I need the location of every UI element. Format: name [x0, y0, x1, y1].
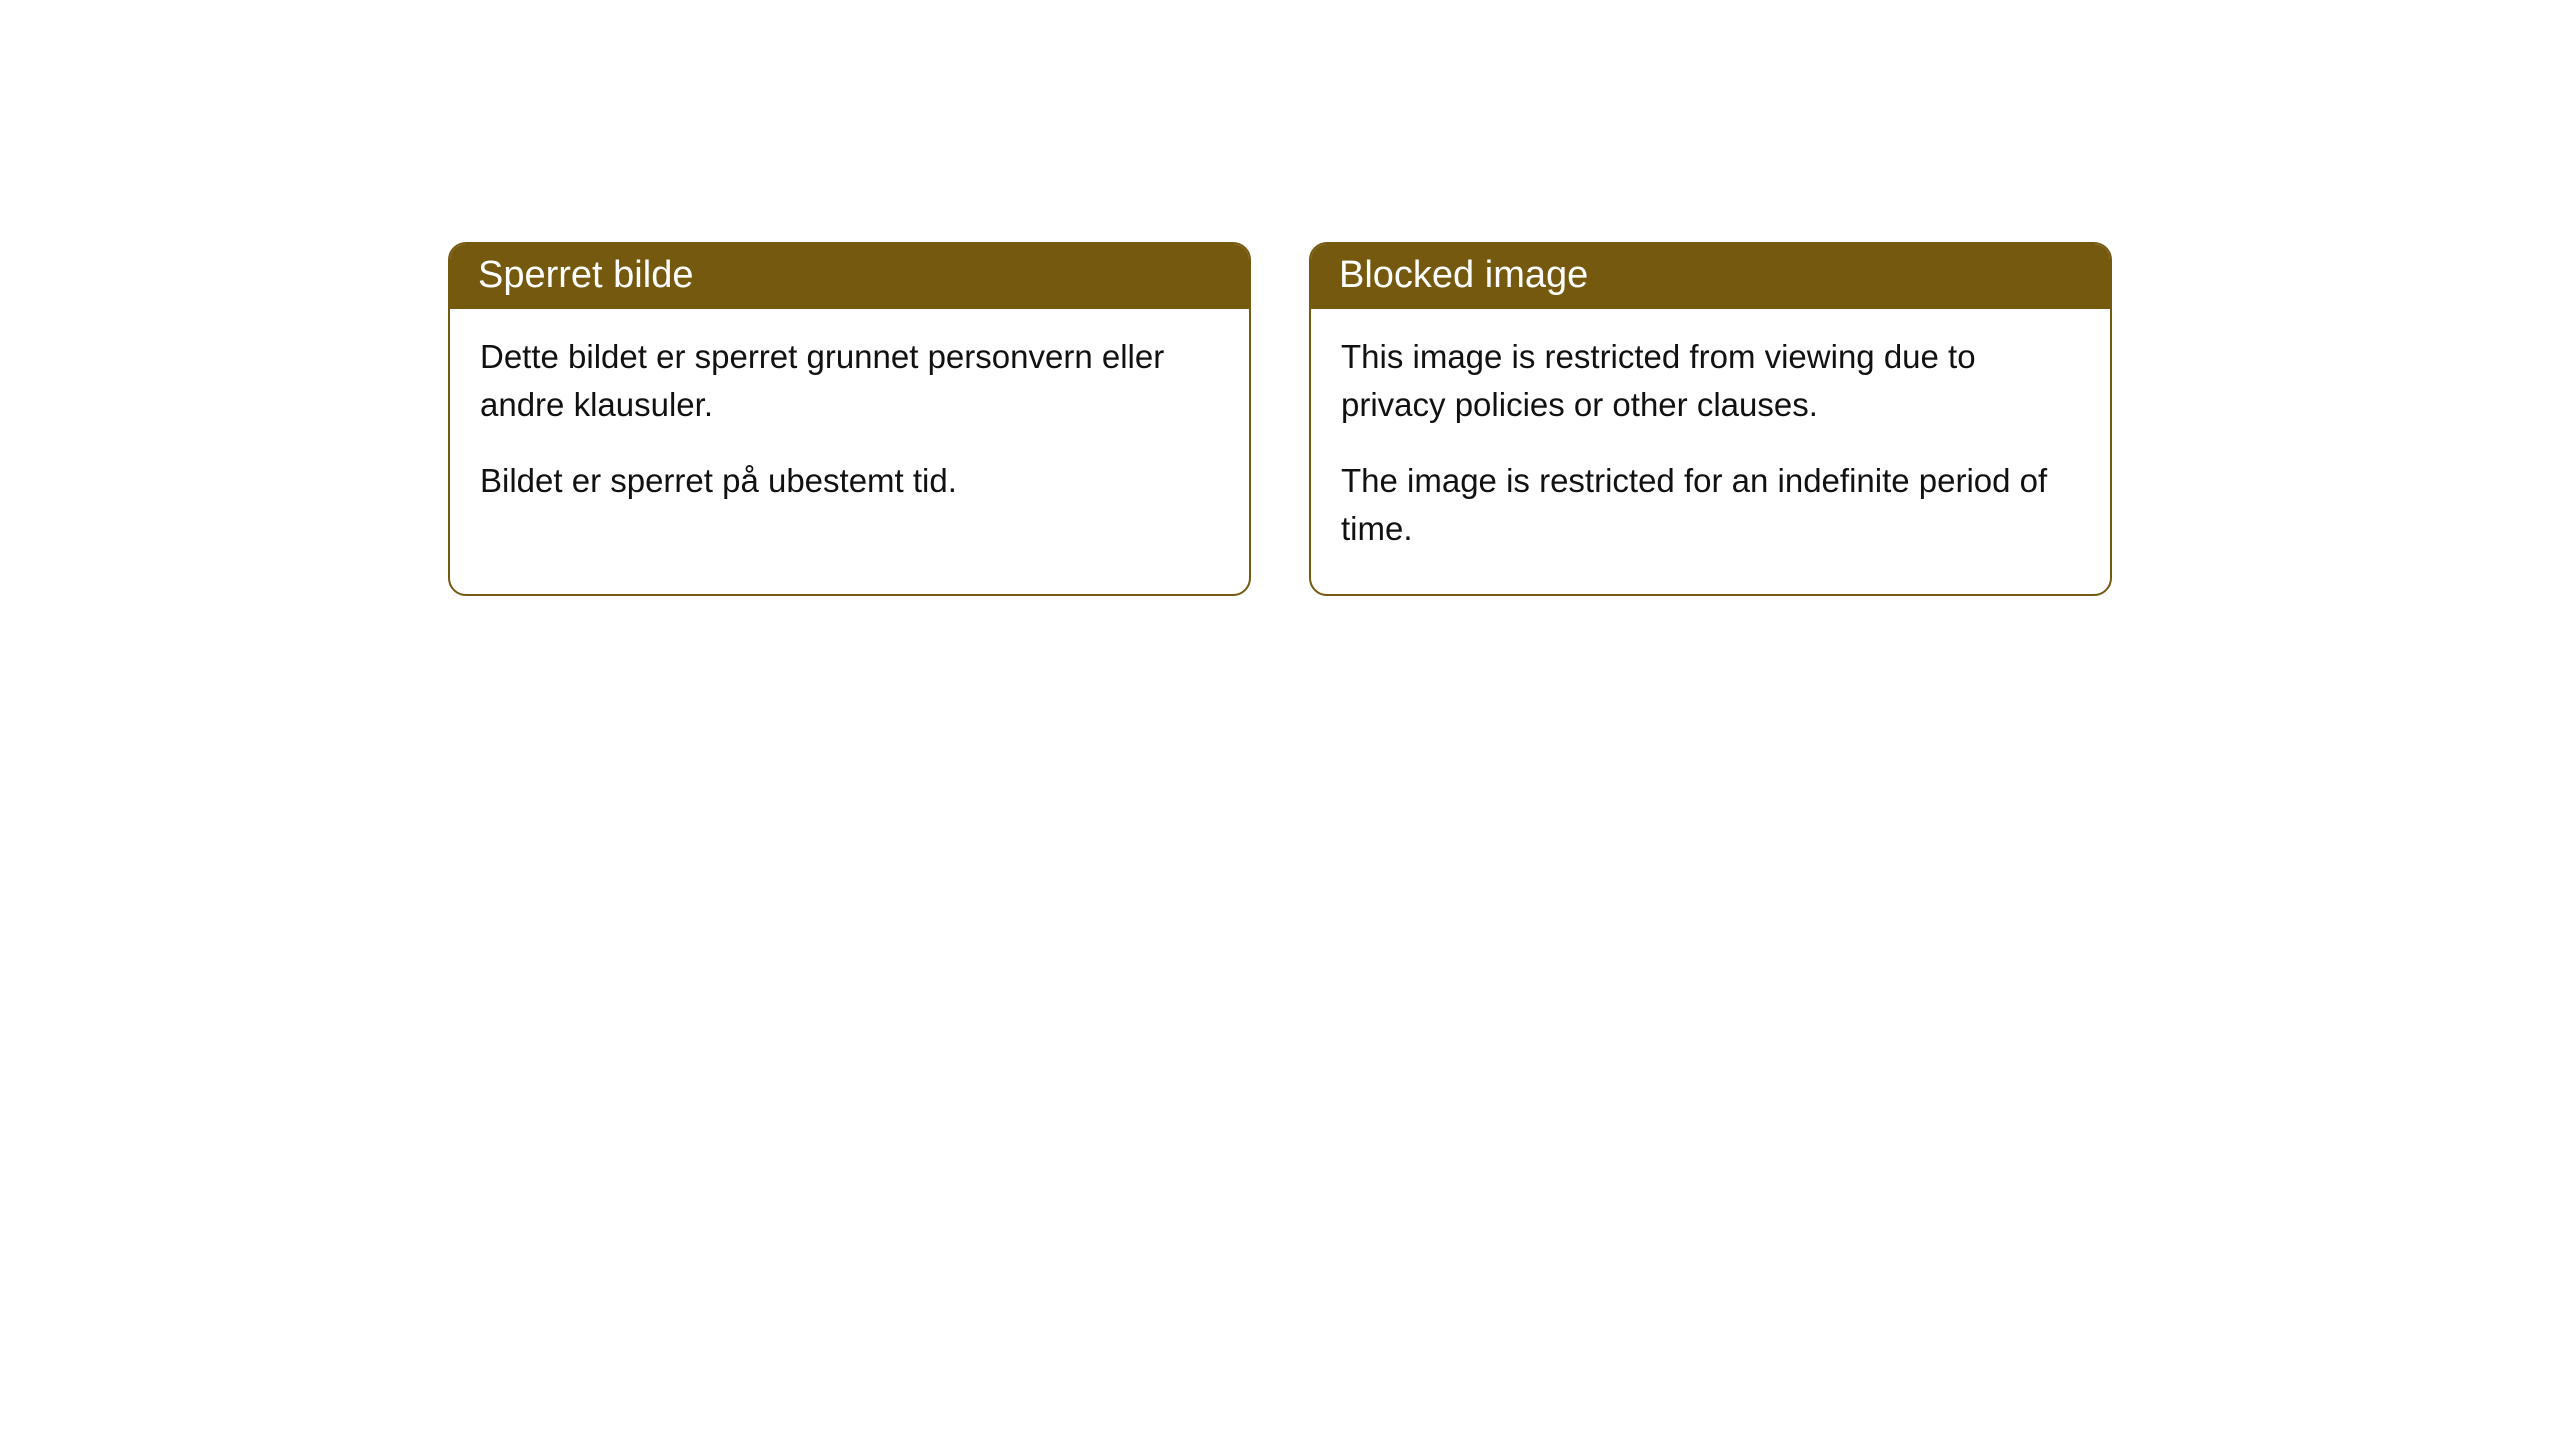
card-english: Blocked image This image is restricted f…: [1309, 242, 2112, 596]
card-paragraph: Dette bildet er sperret grunnet personve…: [480, 333, 1219, 429]
card-header-english: Blocked image: [1311, 244, 2110, 309]
card-paragraph: This image is restricted from viewing du…: [1341, 333, 2080, 429]
card-body-norwegian: Dette bildet er sperret grunnet personve…: [450, 309, 1249, 547]
card-paragraph: The image is restricted for an indefinit…: [1341, 457, 2080, 553]
card-norwegian: Sperret bilde Dette bildet er sperret gr…: [448, 242, 1251, 596]
cards-container: Sperret bilde Dette bildet er sperret gr…: [448, 242, 2112, 596]
card-body-english: This image is restricted from viewing du…: [1311, 309, 2110, 594]
card-header-norwegian: Sperret bilde: [450, 244, 1249, 309]
card-paragraph: Bildet er sperret på ubestemt tid.: [480, 457, 1219, 505]
